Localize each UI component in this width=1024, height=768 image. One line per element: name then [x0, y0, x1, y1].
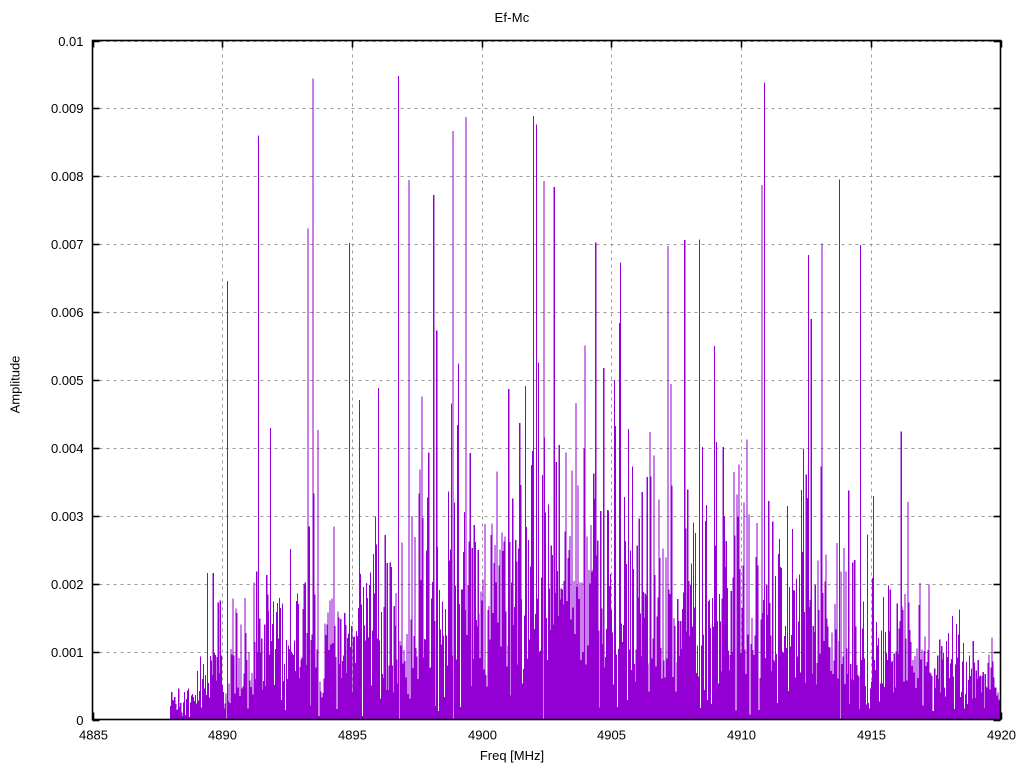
y-tick-label: 0.007 [51, 237, 84, 252]
plot-frame [91, 39, 1002, 721]
y-tick-label: 0.008 [51, 169, 84, 184]
x-tick-label: 4905 [597, 728, 626, 743]
y-tick-label: 0.005 [51, 373, 84, 388]
chart-title: Ef-Mc [494, 10, 530, 25]
x-tick-label: 4895 [338, 728, 367, 743]
x-tick-label: 4890 [208, 728, 237, 743]
y-tick-label: 0.002 [51, 577, 84, 592]
x-axis-label: Freq [MHz] [479, 748, 545, 763]
x-tick-label: 4920 [987, 728, 1016, 743]
x-tick-label: 4885 [79, 728, 108, 743]
y-tick-label: 0.009 [51, 101, 84, 116]
x-tick-label: 4915 [857, 728, 886, 743]
x-tick-label: 4900 [468, 728, 497, 743]
y-tick-label: 0.006 [51, 305, 84, 320]
y-tick-label: 0.004 [51, 441, 84, 456]
y-tick-label: 0.003 [51, 509, 84, 524]
y-tick-label: 0 [76, 713, 83, 728]
tick-labels: 0 0.001 0.002 0.003 0.004 0.005 0.006 0.007 0.00… [51, 34, 1016, 743]
x-tick-label: 4910 [727, 728, 756, 743]
spectrum-impulses [170, 75, 1001, 720]
y-tick-label: 0.01 [58, 34, 83, 49]
gridlines [92, 40, 1001, 720]
y-tick-label: 0.001 [51, 645, 84, 660]
